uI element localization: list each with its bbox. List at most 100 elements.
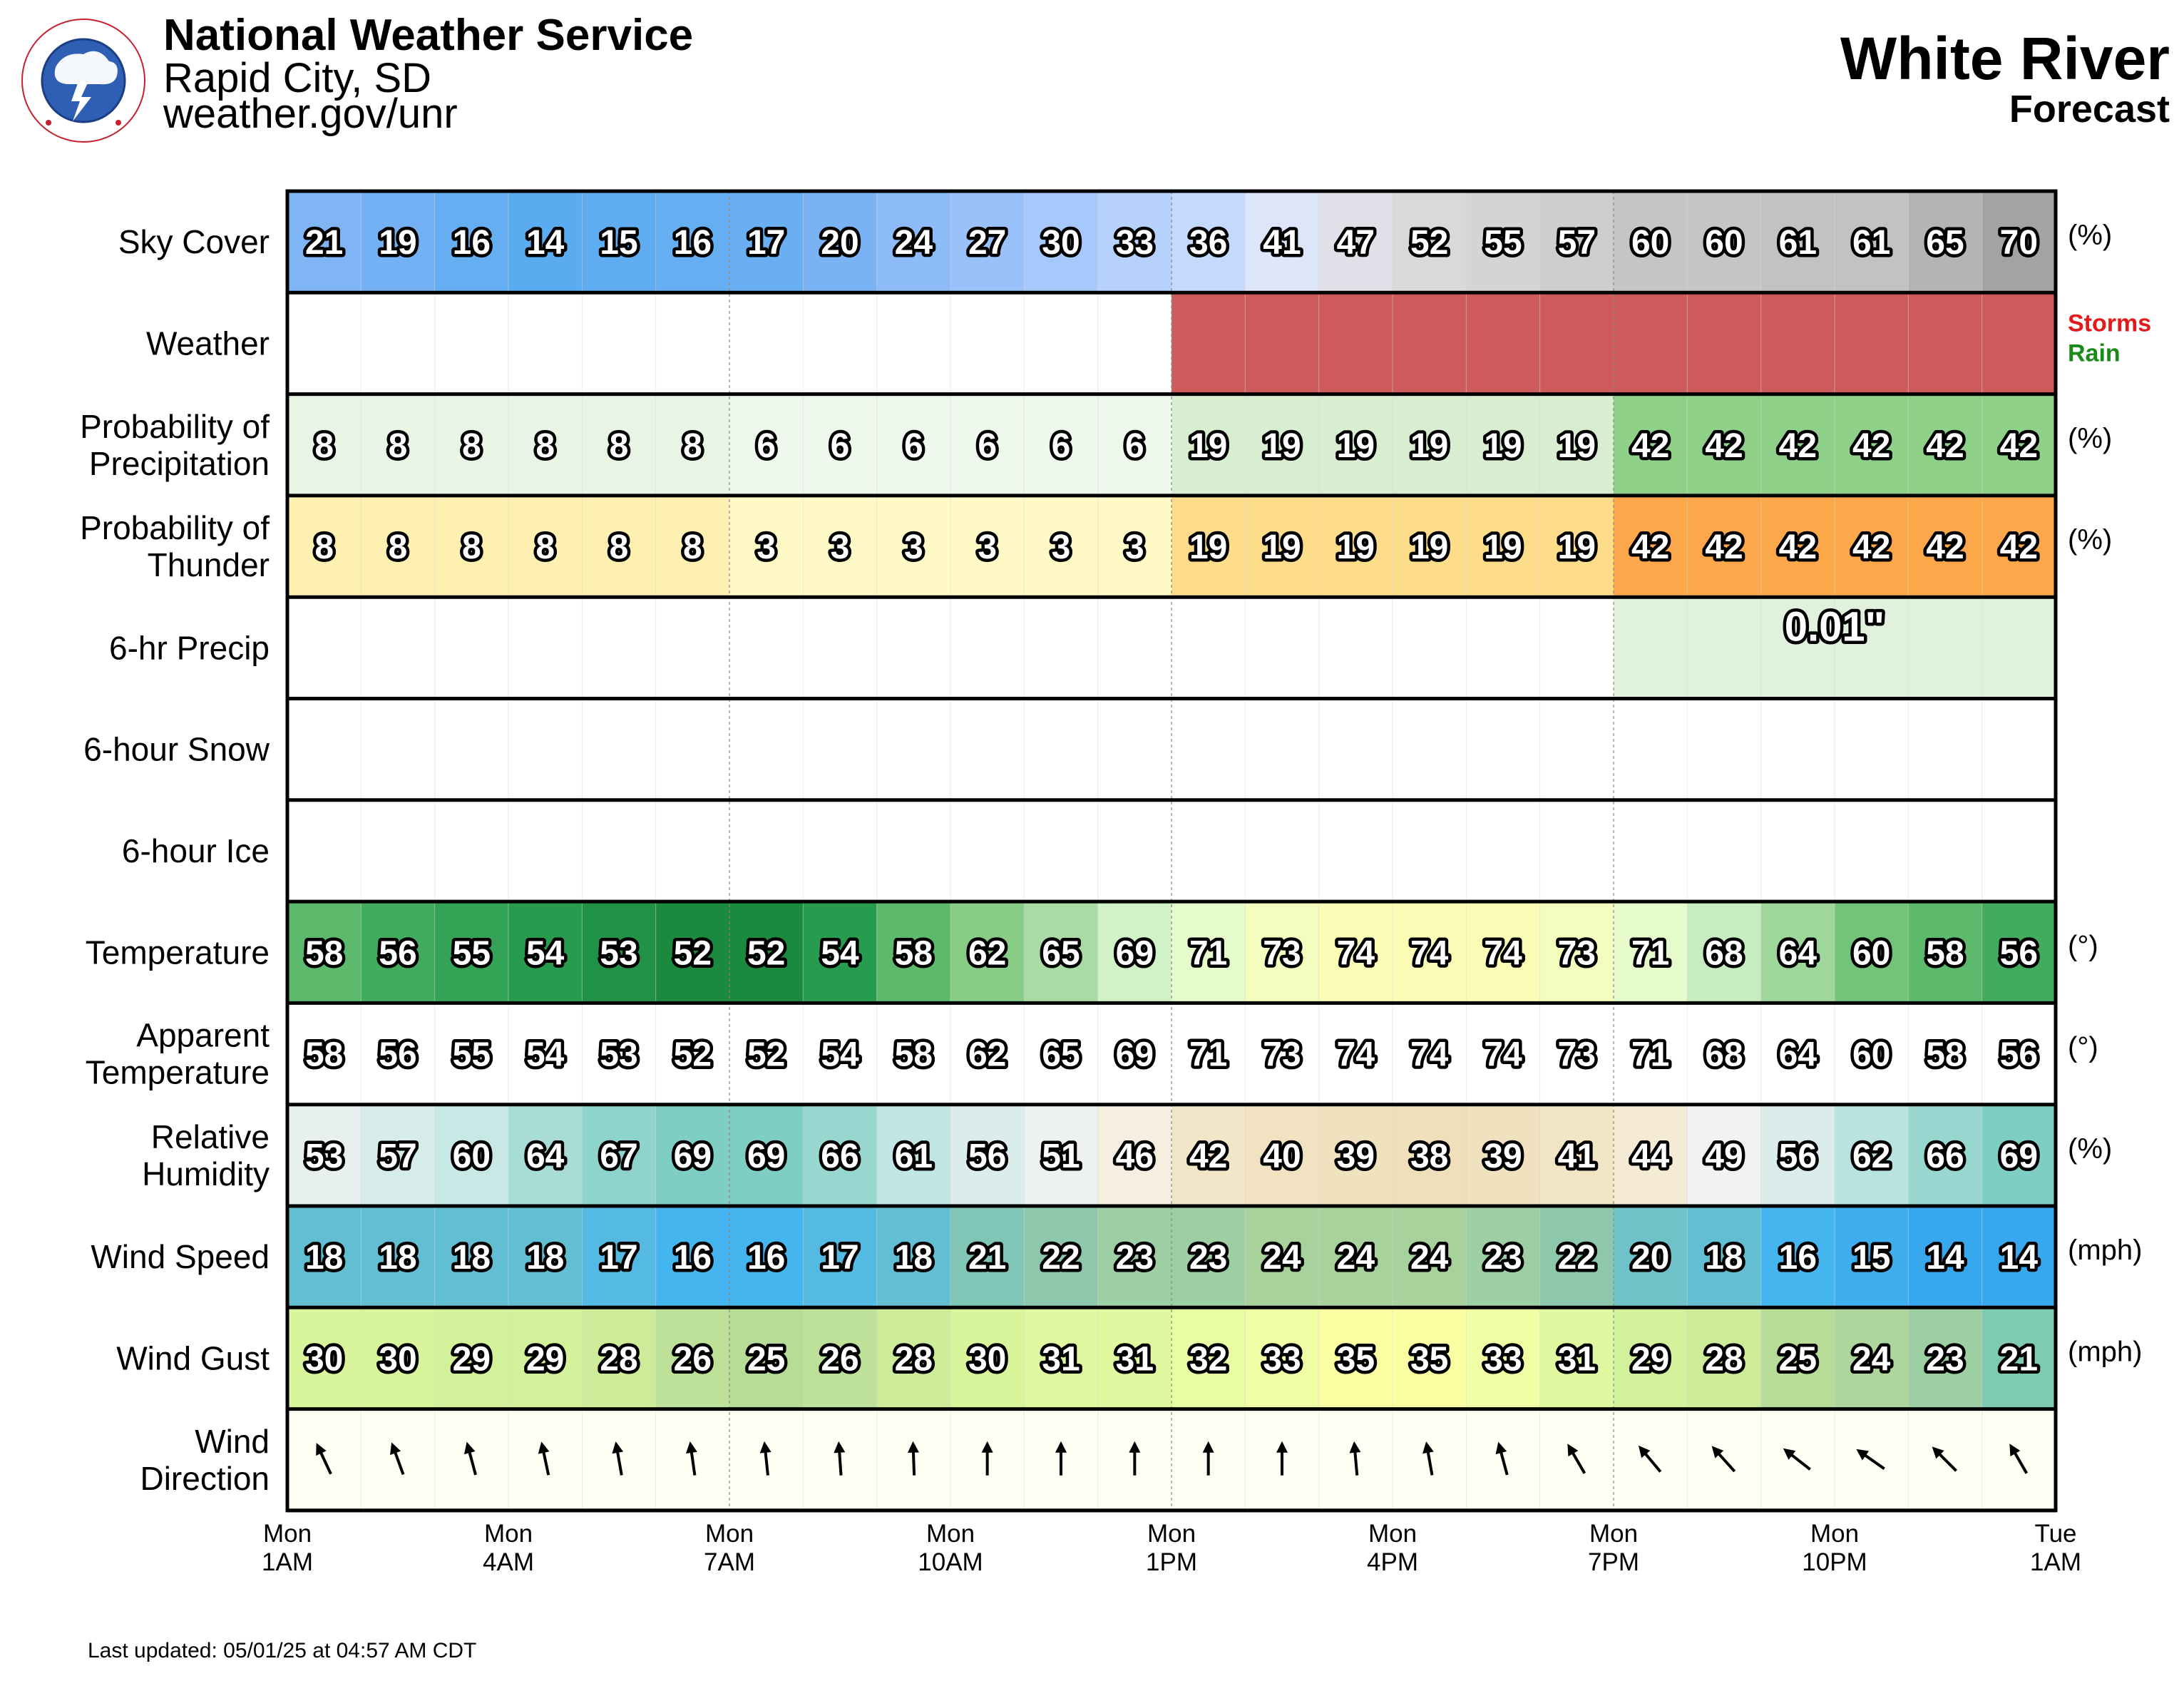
cell-thunder (1835, 495, 1909, 598)
value-wgust: 35 (1337, 1340, 1375, 1378)
row-label: 6-hr Precip (109, 629, 270, 666)
cell-thunder (1760, 495, 1835, 598)
value-thunder: 19 (1410, 528, 1448, 566)
cell-weather (1245, 292, 1320, 394)
cell-weather (1982, 292, 2056, 394)
x-tick-day: Mon (484, 1520, 533, 1548)
cell-weather (950, 292, 1025, 394)
cell-weather (655, 292, 730, 394)
value-thunder: 8 (610, 528, 629, 566)
forecast-subtitle: Forecast (2009, 88, 2170, 131)
unit-label: (°) (2068, 930, 2098, 961)
cell-pop (950, 394, 1025, 496)
value-thunder: 42 (1705, 528, 1743, 566)
cell-wspd (434, 1206, 509, 1308)
cell-weather (876, 292, 951, 394)
cell-rh (1982, 1104, 2056, 1206)
cell-thunder (1172, 495, 1246, 598)
value-sky: 60 (1631, 224, 1669, 262)
cell-apparent (1614, 1003, 1688, 1105)
cell-wgust (803, 1307, 878, 1409)
value-rh: 51 (1042, 1138, 1080, 1175)
cell-pop (1097, 394, 1172, 496)
cell-rh (655, 1104, 730, 1206)
value-apparent: 58 (305, 1036, 343, 1074)
x-tick-day: Mon (1589, 1520, 1638, 1548)
value-apparent: 71 (1189, 1036, 1227, 1074)
row-label: Wind Speed (91, 1238, 270, 1275)
cell-apparent (729, 1003, 804, 1105)
value-sky: 19 (379, 224, 416, 262)
cell-rh (950, 1104, 1025, 1206)
cell-sky (1245, 191, 1320, 293)
value-temp: 58 (1926, 934, 1964, 972)
cell-wgust (287, 1307, 362, 1409)
value-wgust: 21 (2000, 1340, 2038, 1378)
cell-wspd (287, 1206, 362, 1308)
cell-apparent (655, 1003, 730, 1105)
cell-wgust (434, 1307, 509, 1409)
cell-apparent (361, 1003, 436, 1105)
row-label: Wind Gust (116, 1339, 270, 1376)
cell-rh (729, 1104, 804, 1206)
row-label: Precipitation (89, 445, 270, 482)
unit-label: (%) (2068, 524, 2112, 556)
x-tick-day: Mon (263, 1520, 312, 1548)
value-apparent: 56 (2000, 1036, 2038, 1074)
value-temp: 53 (600, 934, 637, 972)
value-pop: 42 (2000, 427, 2038, 465)
value-rh: 64 (526, 1138, 565, 1175)
value-pop: 8 (535, 427, 555, 465)
cell-sky (508, 191, 583, 293)
cell-weather (729, 292, 804, 394)
value-wspd: 18 (1705, 1239, 1743, 1277)
cell-apparent (803, 1003, 878, 1105)
cell-wspd (803, 1206, 878, 1308)
value-temp: 56 (379, 934, 416, 972)
value-temp: 62 (968, 934, 1006, 972)
value-wgust: 31 (1116, 1340, 1154, 1378)
cell-sky (729, 191, 804, 293)
cell-rh (876, 1104, 951, 1206)
cell-weather (1539, 292, 1614, 394)
value-apparent: 69 (1116, 1036, 1154, 1074)
cell-temp (1687, 901, 1762, 1003)
row-label: Apparent (136, 1017, 270, 1054)
cell-rh (1172, 1104, 1246, 1206)
value-thunder: 3 (978, 528, 997, 566)
cell-weather (1760, 292, 1835, 394)
value-rh: 46 (1116, 1138, 1154, 1175)
value-wspd: 17 (600, 1239, 637, 1277)
cell-temp (803, 901, 878, 1003)
cell-thunder (655, 495, 730, 598)
value-pop: 19 (1484, 427, 1522, 465)
cell-temp (287, 901, 362, 1003)
cell-apparent (876, 1003, 951, 1105)
cell-thunder (1539, 495, 1614, 598)
cell-weather (582, 292, 657, 394)
row-wspd (287, 1206, 2056, 1308)
cell-temp (434, 901, 509, 1003)
cell-wgust (1982, 1307, 2056, 1409)
value-apparent: 71 (1631, 1036, 1669, 1074)
wind-arrow-icon (981, 1441, 993, 1476)
value-wgust: 35 (1410, 1340, 1448, 1378)
wind-arrow-icon (834, 1441, 846, 1476)
cell-rh (1539, 1104, 1614, 1206)
cell-temp (1614, 901, 1688, 1003)
weather-legend-rain: Rain (2068, 339, 2121, 367)
cell-wgust (1097, 1307, 1172, 1409)
value-sky: 65 (1926, 224, 1964, 262)
cell-thunder (1982, 495, 2056, 598)
cell-pop (1835, 394, 1909, 496)
value-temp: 54 (526, 934, 565, 972)
value-sky: 36 (1189, 224, 1227, 262)
x-tick-day: Mon (1147, 1520, 1196, 1548)
wind-arrow-icon (1055, 1441, 1067, 1476)
value-apparent: 55 (453, 1036, 491, 1074)
value-rh: 61 (895, 1138, 933, 1175)
cell-wgust (729, 1307, 804, 1409)
value-wgust: 23 (1926, 1340, 1964, 1378)
cell-temp (1466, 901, 1541, 1003)
cell-wspd (1245, 1206, 1320, 1308)
